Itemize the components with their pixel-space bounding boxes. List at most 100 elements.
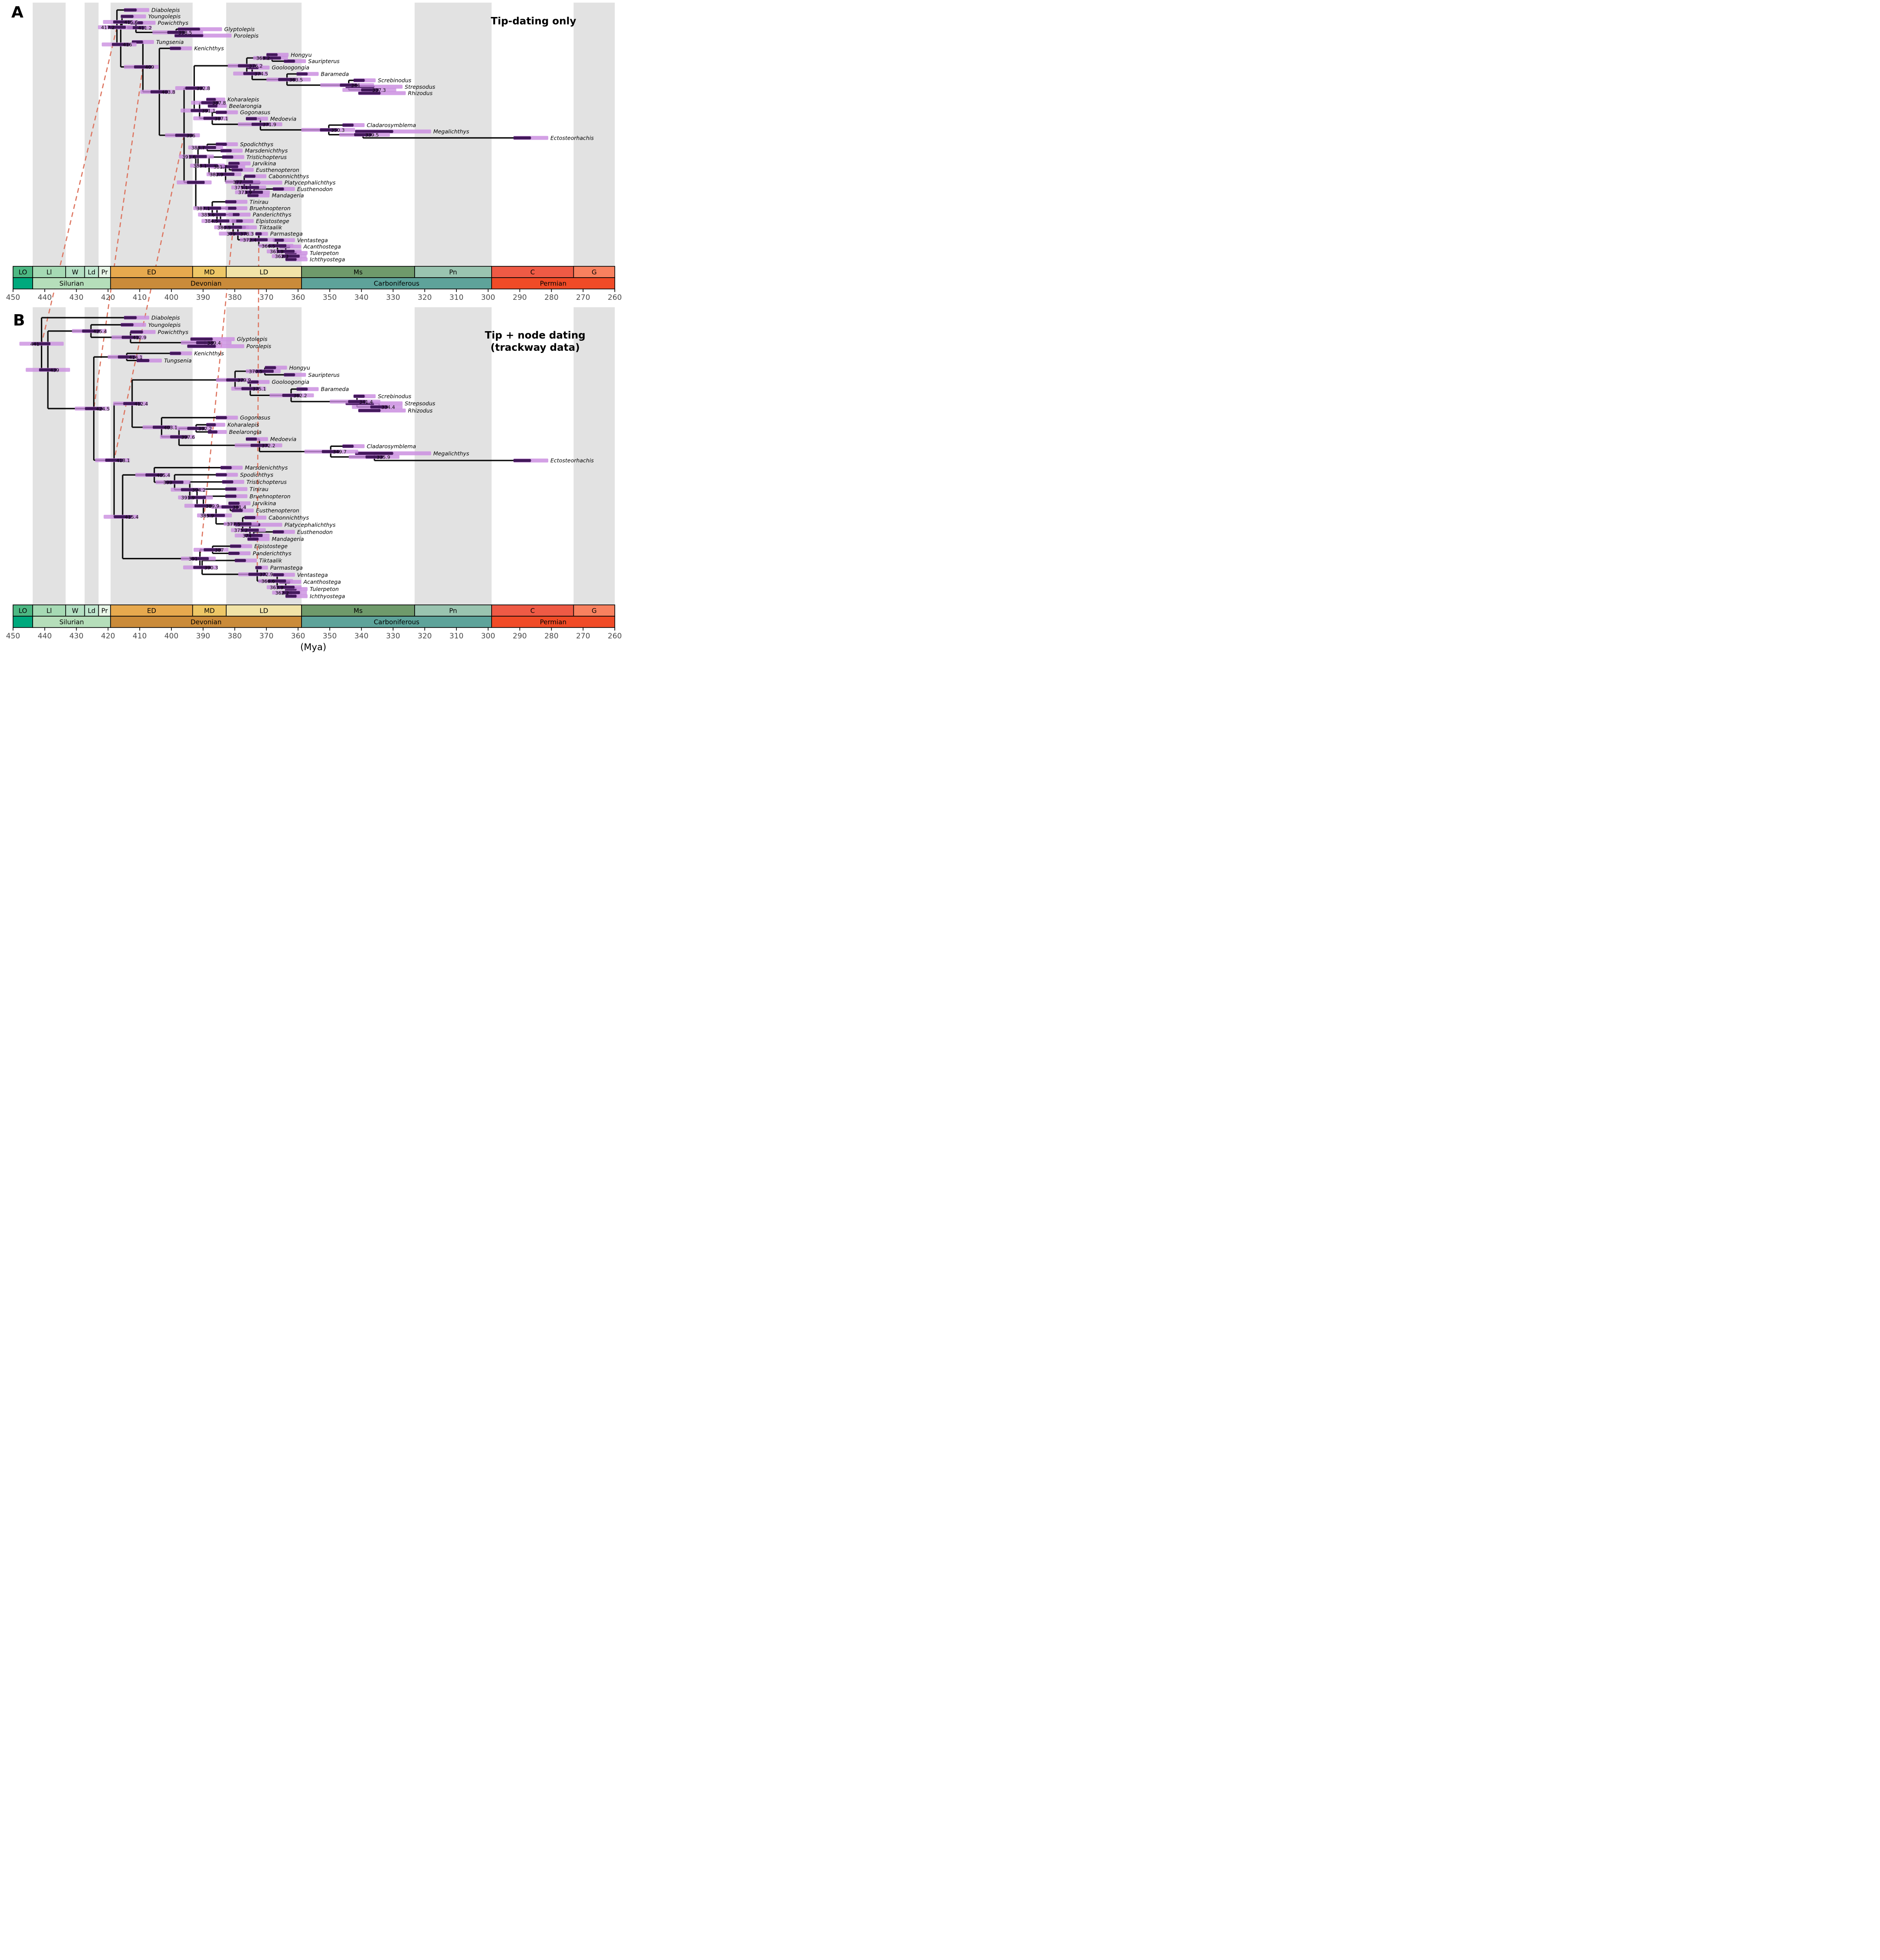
- tip-age-bar-dark: [215, 473, 227, 477]
- epoch-label: MD: [204, 268, 215, 276]
- panel-b-letter: B: [13, 312, 25, 329]
- epoch-cell: [65, 604, 85, 617]
- node-hpd-bar-dark: [320, 128, 338, 131]
- tip-age-bar-dark: [228, 552, 240, 555]
- node-age-label: 411.2: [138, 25, 152, 31]
- tip-age-bar-dark: [244, 175, 255, 178]
- epoch-label: G: [592, 268, 597, 276]
- taxon-label: Tungsenia: [156, 39, 184, 45]
- epoch-cell: [573, 266, 615, 278]
- axis-tick-label: 310: [449, 632, 463, 641]
- node-hpd-bar-dark: [108, 26, 126, 29]
- node-age-label: 387.1: [214, 116, 228, 121]
- tip-age-bar-dark: [285, 594, 297, 598]
- epoch-label: C: [530, 268, 535, 276]
- node-age-label: 373.9: [238, 190, 252, 195]
- tip-age-bar-dark: [244, 516, 255, 519]
- node-age-label: 392.2: [198, 426, 212, 432]
- axis-unit-label: (Mya): [300, 642, 326, 652]
- epoch-cell: [573, 604, 615, 617]
- node-hpd-bar-dark: [85, 407, 103, 410]
- node-age-label: 377: [233, 179, 242, 185]
- epoch-label: Ld: [88, 268, 96, 276]
- epoch-cell: [65, 266, 85, 278]
- tip-age-bar-dark: [358, 409, 381, 412]
- taxon-label: Panderichthys: [253, 550, 292, 557]
- node-age-label: 379: [227, 231, 236, 237]
- node-hpd-bar-dark: [189, 155, 207, 158]
- tree-bars-b: [19, 315, 549, 598]
- period-cell: [491, 616, 615, 628]
- node-age-label: 396: [186, 133, 195, 138]
- node-age-label: 374: [242, 533, 251, 539]
- tip-age-bar-dark: [121, 323, 134, 326]
- node-hpd-bar-dark: [234, 522, 252, 526]
- phylogeny-figure-svg: DiabolepisYoungolepisPowichthysGlyptolep…: [6, 3, 622, 652]
- tip-age-bar-dark: [206, 423, 216, 426]
- axis-tick-label: 290: [513, 293, 526, 302]
- epoch-label: Ll: [47, 607, 52, 615]
- taxon-label: Tristichopterus: [246, 479, 287, 485]
- axis-tick-label: 410: [133, 293, 147, 302]
- node-age-label: 379.9: [237, 378, 251, 383]
- tip-age-bar-dark: [296, 387, 308, 391]
- tip-age-bar-dark: [222, 480, 233, 483]
- node-hpd-bar-dark: [211, 219, 230, 223]
- node-age-label: 391.9: [181, 495, 195, 501]
- axis-tick-label: 280: [544, 632, 558, 641]
- node-age-label: 374.5: [255, 71, 268, 77]
- node-age-label: 417.2: [101, 25, 115, 30]
- taxon-label: Marsdenichthys: [245, 148, 288, 154]
- taxon-label: Strepsodus: [405, 400, 436, 406]
- taxon-label: Gogonasus: [240, 109, 271, 116]
- axis-tick-label: 360: [291, 632, 305, 641]
- taxon-label: Tungsenia: [164, 357, 191, 364]
- node-age-label: 418.1: [116, 458, 130, 463]
- node-age-label: 375.1: [235, 185, 248, 191]
- tip-age-bar-dark: [246, 117, 257, 121]
- tip-age-bar-dark: [246, 437, 257, 441]
- node-hpd-bar-dark: [361, 88, 379, 92]
- axis-tick-label: 290: [513, 632, 526, 641]
- node-age-label: 382.9: [210, 172, 224, 178]
- tip-age-bar-dark: [272, 530, 284, 534]
- epoch-band-group-a: [33, 3, 615, 266]
- node-hpd-bar-dark: [187, 181, 205, 184]
- taxon-label: Jarvikina: [251, 160, 276, 167]
- tip-age-bar-dark: [266, 53, 278, 57]
- node-age-label: 412.4: [134, 401, 148, 407]
- period-label: Permian: [540, 280, 566, 288]
- connector-dashed-line: [113, 135, 185, 460]
- tip-age-bar-dark: [215, 416, 227, 420]
- tip-age-bar-dark: [228, 162, 240, 165]
- axis-tick-label: 350: [323, 632, 337, 641]
- taxon-label: Powichthys: [158, 20, 189, 26]
- epoch-label: LO: [19, 268, 27, 276]
- taxon-label: Beelarongia: [229, 429, 261, 435]
- node-age-label: 375.2: [234, 528, 248, 534]
- epoch-label: C: [530, 607, 535, 615]
- axis-tick-label: 280: [544, 293, 558, 302]
- node-hpd-bar-dark: [105, 458, 123, 462]
- taxon-label: Eusthenopteron: [256, 507, 299, 514]
- axis-tick-label: 420: [101, 293, 115, 302]
- node-age-label: 372.4: [243, 238, 257, 243]
- axis-tick-label: 270: [576, 293, 590, 302]
- taxon-label: Tinirau: [250, 486, 268, 492]
- node-hpd-bar-dark: [153, 426, 171, 429]
- node-age-label: 405.4: [157, 473, 171, 478]
- connector-dashed-line: [41, 27, 118, 344]
- taxon-label: Hongyu: [289, 364, 310, 371]
- taxon-label: Ectosteorhachis: [550, 457, 594, 464]
- taxon-label: Cladarosymblema: [367, 443, 416, 450]
- node-age-label: 370.5: [249, 369, 263, 375]
- epoch-band: [84, 307, 99, 605]
- taxon-label: Medoevia: [270, 436, 296, 442]
- axis-tick-label: 400: [164, 632, 178, 641]
- taxon-label: Porolepis: [246, 343, 271, 349]
- taxon-label: Youngolepis: [148, 13, 181, 20]
- epoch-label: Ms: [354, 268, 363, 276]
- node-age-label: 362.2: [275, 590, 289, 596]
- taxon-label: Elpistostege: [256, 218, 289, 224]
- period-label: Carboniferous: [374, 618, 419, 626]
